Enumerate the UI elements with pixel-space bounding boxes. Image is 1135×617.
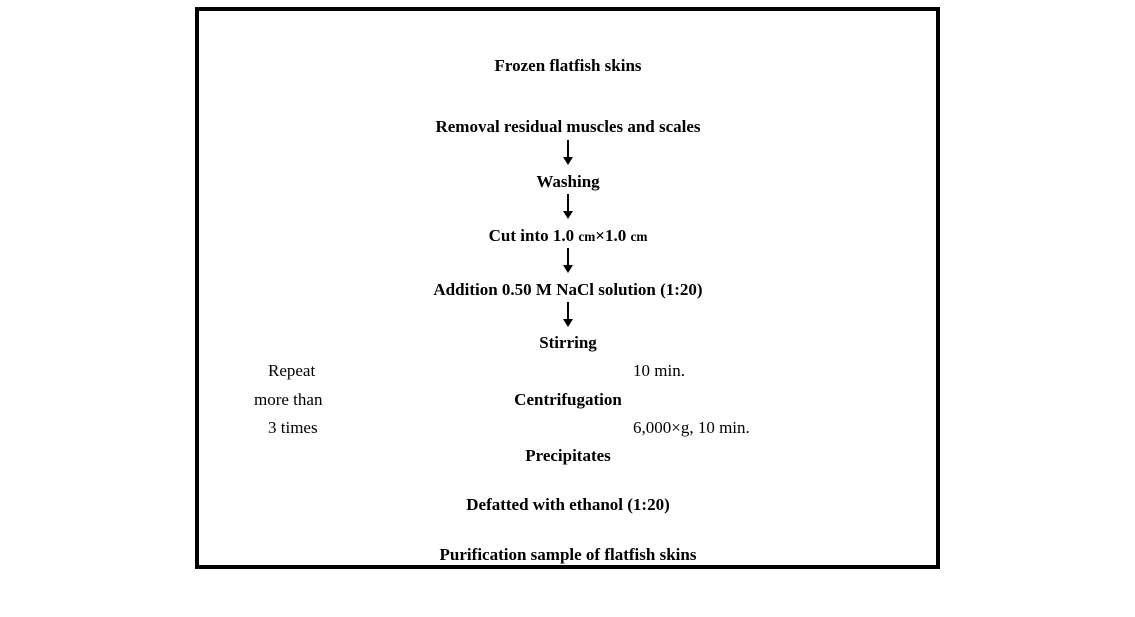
step-purification: Purification sample of flatfish skins [440, 545, 697, 565]
step-defatted: Defatted with ethanol (1:20) [466, 495, 670, 515]
step-stirring: Stirring [539, 333, 597, 353]
label-morethan: more than [254, 390, 322, 410]
step-centrifugation: Centrifugation [514, 390, 622, 410]
arrow-2 [563, 194, 573, 219]
arrow-1 [563, 140, 573, 165]
label-10min: 10 min. [633, 361, 685, 381]
diagram-canvas: Frozen flatfish skins Removal residual m… [0, 0, 1135, 617]
label-3times: 3 times [268, 418, 318, 438]
step-frozen-skins: Frozen flatfish skins [494, 56, 641, 76]
step-cut: Cut into 1.0 cm×1.0 cm [489, 226, 648, 246]
arrow-4 [563, 302, 573, 327]
step-precipitates: Precipitates [525, 446, 611, 466]
arrow-3 [563, 248, 573, 273]
label-6000g: 6,000×g, 10 min. [633, 418, 750, 438]
label-repeat: Repeat [268, 361, 315, 381]
step-removal: Removal residual muscles and scales [435, 117, 700, 137]
step-nacl: Addition 0.50 M NaCl solution (1:20) [433, 280, 702, 300]
step-washing: Washing [536, 172, 599, 192]
